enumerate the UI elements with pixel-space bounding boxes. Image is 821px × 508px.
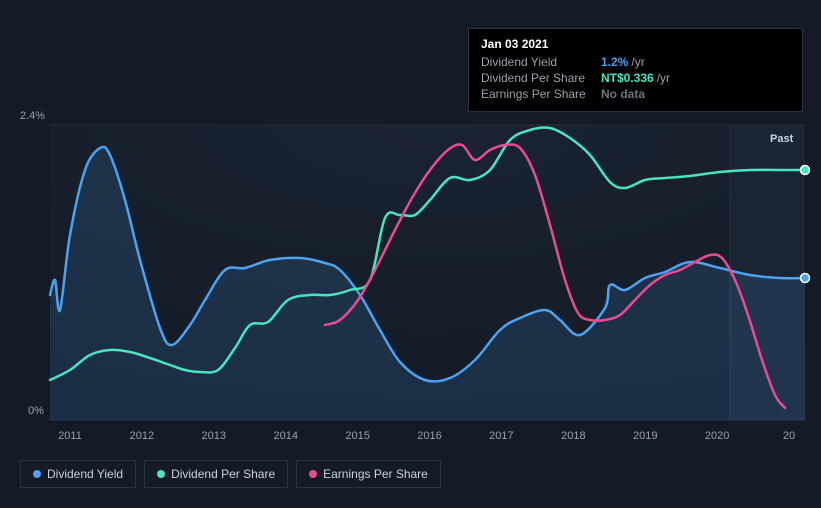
x-axis-tick: 2012 [130,430,154,442]
tooltip-row: Dividend Per ShareNT$0.336/yr [481,71,790,85]
tooltip-row-label: Dividend Yield [481,55,601,69]
tooltip-row-value: NT$0.336 [601,71,654,85]
chart-tooltip: Jan 03 2021 Dividend Yield1.2%/yrDividen… [468,28,803,112]
tooltip-row: Dividend Yield1.2%/yr [481,55,790,69]
x-axis-tick: 2014 [273,430,297,442]
past-marker-label: Past [770,133,793,145]
x-axis-tick: 2018 [561,430,585,442]
tooltip-row-value: No data [601,87,645,101]
tooltip-date: Jan 03 2021 [481,37,790,51]
legend-label: Dividend Per Share [171,467,275,481]
legend-dot-icon [33,470,41,478]
x-axis-tick: 2011 [58,430,82,442]
y-axis-top-label: 2.4% [20,110,45,122]
y-axis-bottom-label: 0% [28,405,44,417]
legend-dot-icon [157,470,165,478]
x-axis-tick: 2013 [202,430,226,442]
tooltip-row-unit: /yr [631,55,644,69]
tooltip-row: Earnings Per ShareNo data [481,87,790,101]
tooltip-row-label: Earnings Per Share [481,87,601,101]
legend-label: Earnings Per Share [323,467,428,481]
x-axis-tick: 2017 [489,430,513,442]
chart-legend: Dividend Yield Dividend Per Share Earnin… [20,460,441,488]
legend-dot-icon [309,470,317,478]
legend-earnings-per-share[interactable]: Earnings Per Share [296,460,441,488]
tooltip-row-label: Dividend Per Share [481,71,601,85]
x-axis-tick: 2016 [417,430,441,442]
legend-dividend-per-share[interactable]: Dividend Per Share [144,460,288,488]
tooltip-row-unit: /yr [657,71,670,85]
x-axis-tick: 2015 [345,430,369,442]
dividend-chart: 2.4% 0% 2011 2012 2013 2014 2015 2016 2017 2018… [0,0,821,508]
x-axis-tick: 20 [783,430,795,442]
x-axis-tick: 2020 [705,430,729,442]
legend-label: Dividend Yield [47,467,123,481]
legend-dividend-yield[interactable]: Dividend Yield [20,460,136,488]
x-axis-tick: 2019 [633,430,657,442]
tooltip-row-value: 1.2% [601,55,628,69]
